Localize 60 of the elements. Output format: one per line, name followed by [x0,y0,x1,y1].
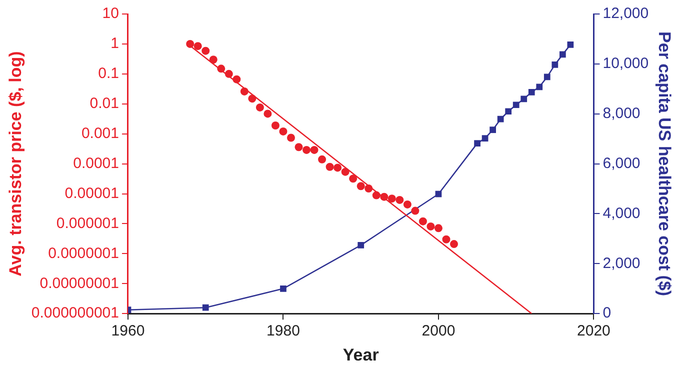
point [232,75,241,84]
y2-tick-label: 4,000 [602,204,640,222]
point [450,240,458,248]
point [356,182,365,190]
point [349,174,358,183]
x-tick-label: 1980 [266,322,300,340]
y-tick-label: 0.000001 [56,214,119,232]
point [310,146,318,154]
y2-tick-label: 0 [602,304,612,322]
point [380,192,388,201]
y2-tick-label: 10,000 [602,55,649,72]
point [186,40,194,48]
x-axis-title: Year [342,345,380,364]
y2-tick-label: 8,000 [602,105,640,122]
point [334,164,342,172]
x-tick-label: 2020 [577,322,610,340]
point [286,134,295,142]
point [364,184,373,192]
point [318,155,326,164]
y2-tick-label: 6,000 [602,154,640,172]
y-tick-label: 0.000000001 [31,304,119,322]
point [426,222,435,230]
y-tick-label: 0.01 [90,95,119,112]
point [434,224,442,232]
y-tick-label: 10 [102,5,119,22]
x-tick-label: 2000 [422,322,456,340]
point [209,56,218,64]
point [302,146,311,154]
point [279,127,288,136]
y-tick-label: 0.0000001 [48,244,119,262]
point [224,70,233,78]
point [194,42,202,50]
point [240,87,248,96]
y2-tick-label: 2,000 [602,254,640,272]
y-tick-label: 0.0001 [73,154,119,172]
point [341,168,350,176]
point [264,110,272,118]
point [403,200,412,208]
x-tick-label: 1960 [111,322,145,340]
point [372,191,380,200]
y2-axis-title: Per capita US healthcare cost ($) [655,32,674,296]
point [418,217,427,226]
point [326,162,334,171]
point [294,143,303,152]
y-tick-label: 0.1 [98,65,119,82]
y2-tick-label: 12,000 [602,5,649,22]
y-tick-label: 0.001 [81,124,119,142]
point [396,196,404,204]
point [271,121,280,130]
y-tick-label: 0.00000001 [40,274,119,292]
point [388,194,396,203]
point [248,94,256,103]
point [411,206,420,215]
point [202,46,210,55]
point [442,235,450,244]
y-axis-title: Avg. transistor price ($, log) [6,51,25,276]
y-tick-label: 1 [110,35,119,52]
point [217,64,226,73]
y-tick-label: 0.00001 [64,184,119,202]
point [256,103,264,112]
